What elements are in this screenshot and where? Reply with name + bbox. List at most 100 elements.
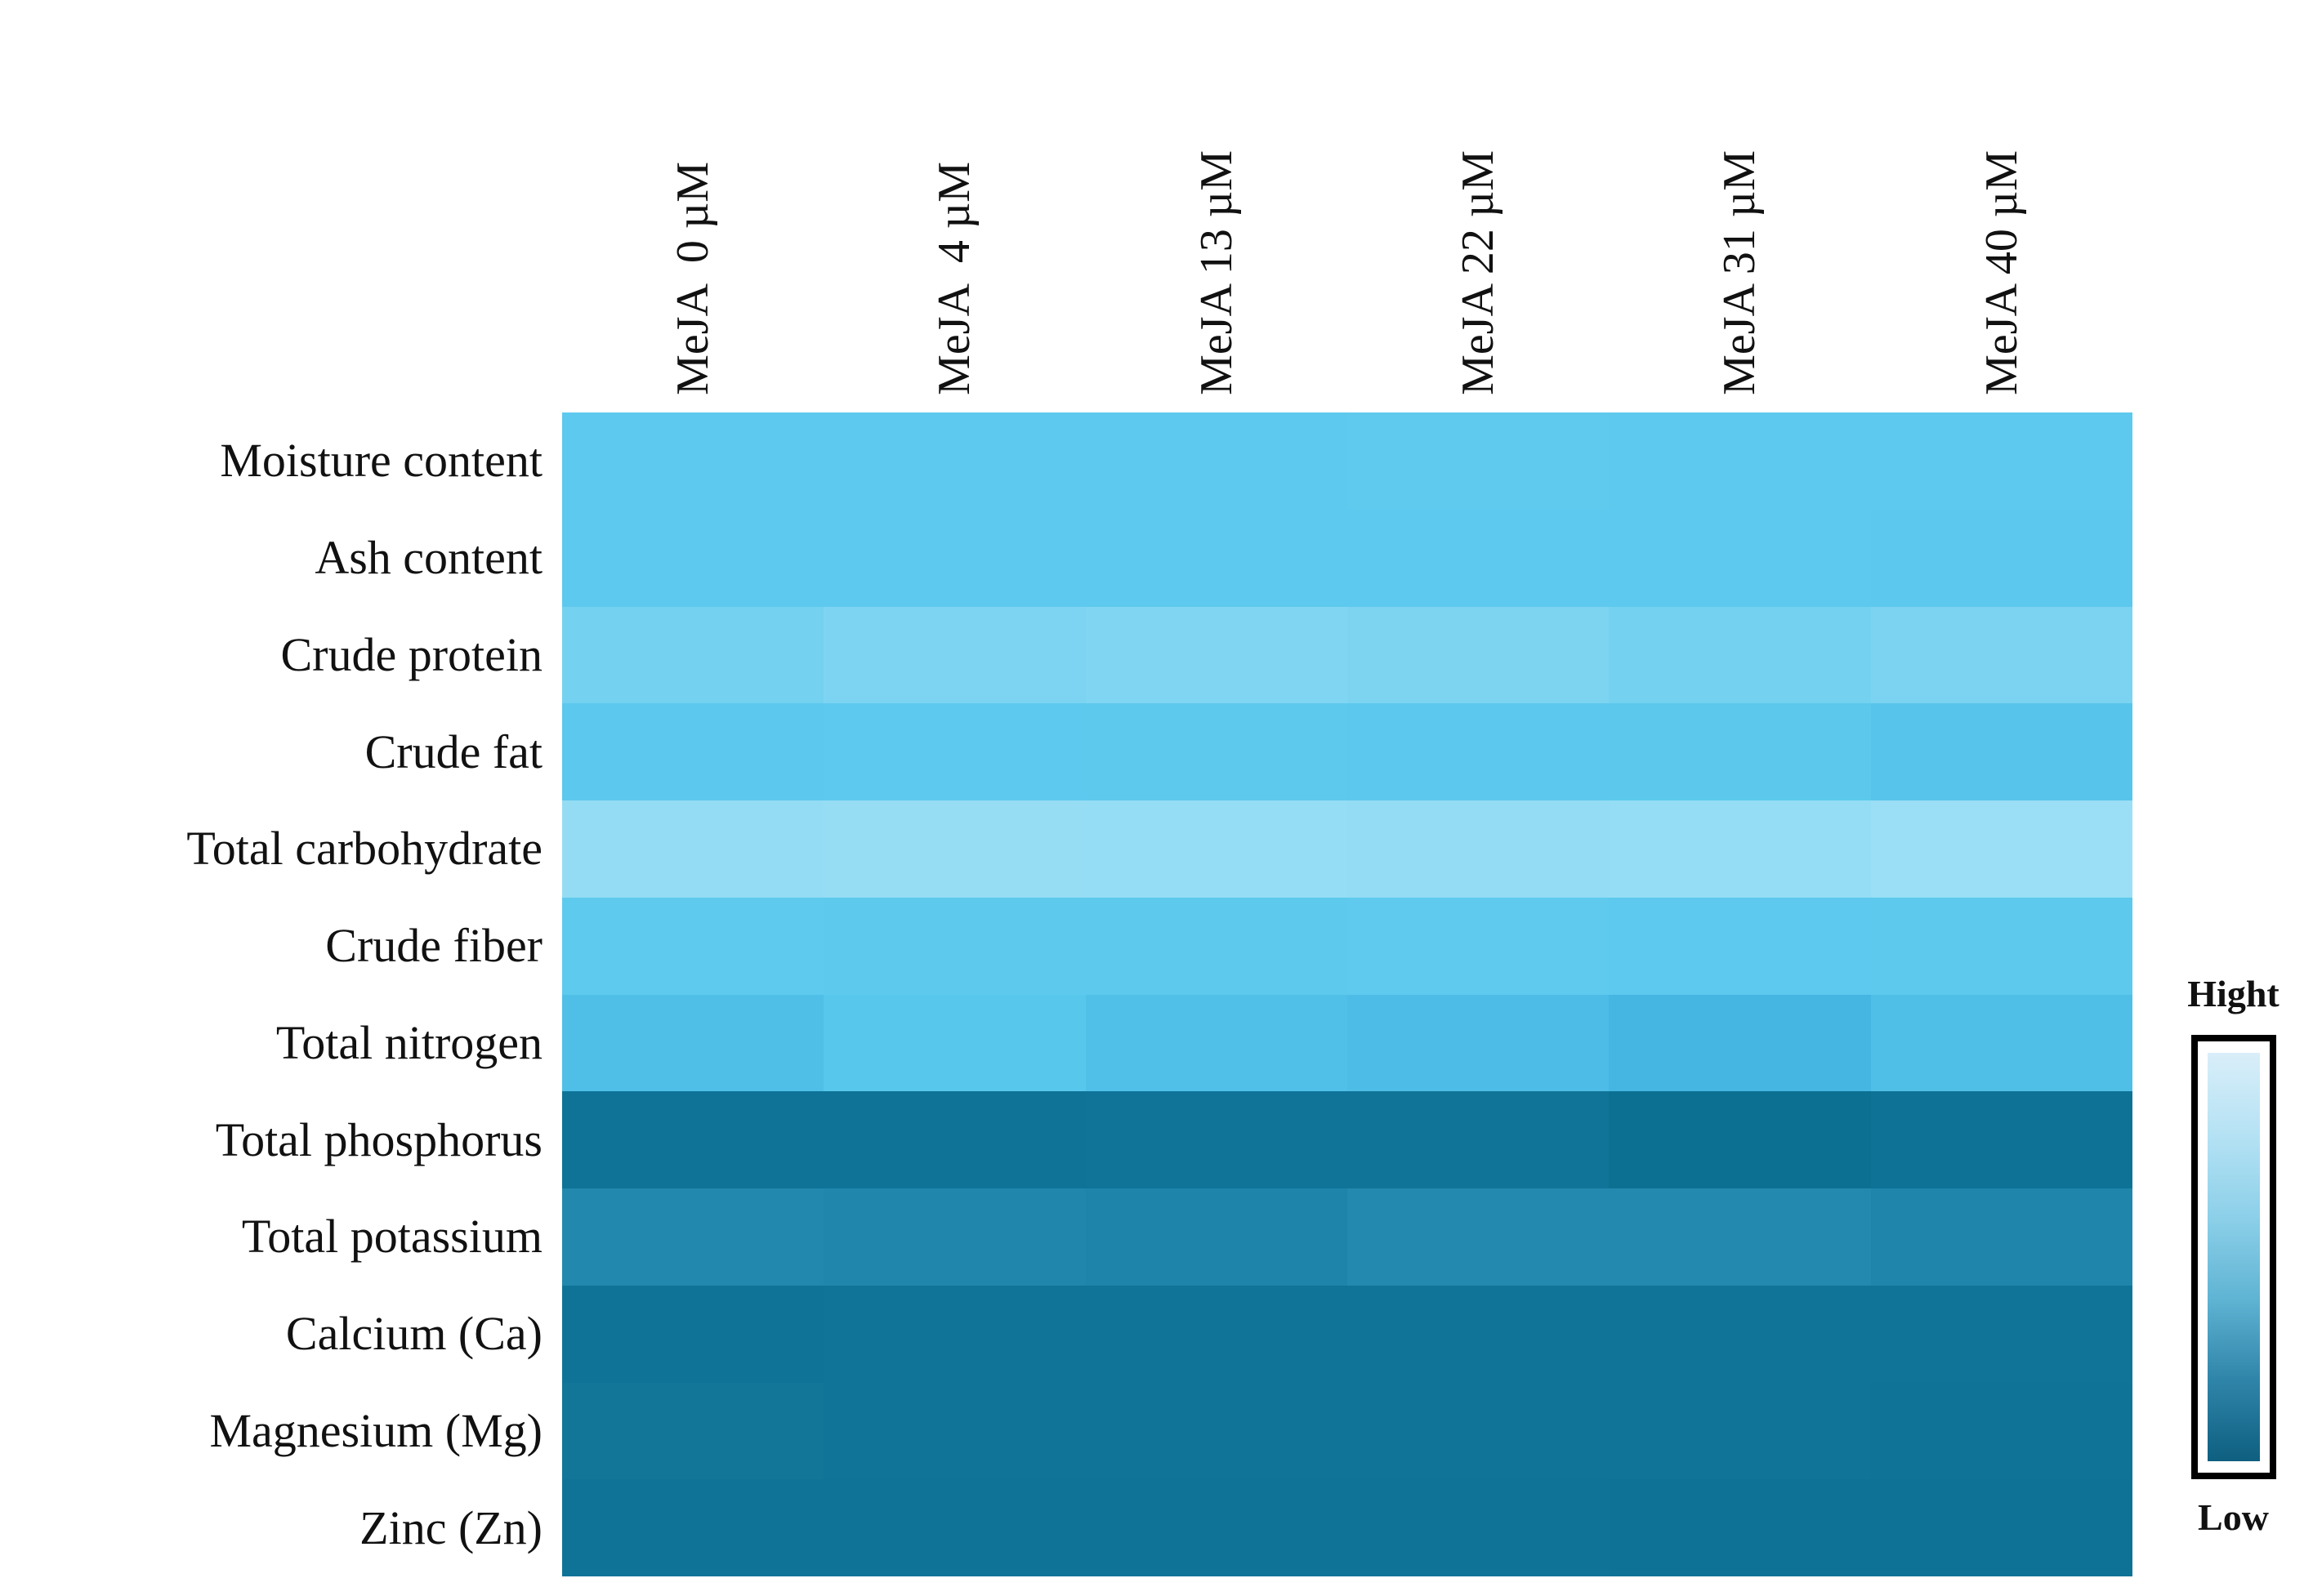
row-label: Magnesium (Mg) xyxy=(209,1403,543,1457)
heatmap-cell xyxy=(1870,1091,2132,1188)
column-label: MeJA 31 µM xyxy=(1714,150,1766,395)
heatmap-cell xyxy=(1085,606,1347,704)
column-label-cell: MeJA 4 µM xyxy=(824,0,1085,407)
heatmap-cell xyxy=(1870,412,2132,510)
heatmap-cell xyxy=(1085,1188,1347,1286)
row-label: Total potassium xyxy=(241,1210,543,1264)
column-label-cell: MeJA 0 µM xyxy=(562,0,824,407)
heatmap-cell xyxy=(1085,800,1347,898)
heatmap-cell xyxy=(1870,1382,2132,1480)
heatmap-cell xyxy=(1085,509,1347,607)
column-label: MeJA 4 µM xyxy=(929,162,980,395)
row-label: Crude fiber xyxy=(325,919,543,973)
heatmap-cell xyxy=(1609,412,1871,510)
column-label-cell: MeJA 22 µM xyxy=(1347,0,1609,407)
row-label: Ash content xyxy=(315,531,543,585)
heatmap-cell xyxy=(1609,509,1871,607)
heatmap-cell xyxy=(562,412,824,510)
heatmap-cell xyxy=(1609,703,1871,800)
heatmap-cell xyxy=(1870,509,2132,607)
heatmap-cell xyxy=(824,1479,1086,1576)
heatmap-cell xyxy=(1347,509,1610,607)
heatmap-cell xyxy=(824,1188,1086,1286)
heatmap-cell xyxy=(1347,412,1610,510)
heatmap-cell xyxy=(1609,606,1871,704)
heatmap-cell xyxy=(562,994,824,1092)
heatmap-cell xyxy=(1609,1382,1871,1480)
column-label-cell: MeJA 13 µM xyxy=(1086,0,1347,407)
heatmap-cell xyxy=(1609,800,1871,898)
heatmap-cell xyxy=(1870,1479,2132,1576)
heatmap-cell xyxy=(1085,1285,1347,1383)
heatmap-cell xyxy=(1870,897,2132,995)
column-label-cell: MeJA 40 µM xyxy=(1871,0,2132,407)
heatmap-cell xyxy=(1085,1479,1347,1576)
heatmap-cell xyxy=(562,1285,824,1383)
column-label: MeJA 22 µM xyxy=(1453,150,1504,395)
row-label: Total carbohydrate xyxy=(186,822,543,876)
heatmap-cell xyxy=(562,1479,824,1576)
heatmap-cell xyxy=(562,1188,824,1286)
heatmap-cell xyxy=(562,703,824,800)
heatmap-cell xyxy=(562,606,824,704)
heatmap-cell xyxy=(824,412,1086,510)
heatmap-cell xyxy=(824,703,1086,800)
heatmap-cell xyxy=(562,897,824,995)
row-label: Crude protein xyxy=(280,627,543,681)
heatmap-cell xyxy=(1870,606,2132,704)
heatmap-cell xyxy=(562,509,824,607)
column-label: MeJA 0 µM xyxy=(668,162,719,395)
heatmap-cell xyxy=(1347,1188,1610,1286)
column-label: MeJA 13 µM xyxy=(1190,150,1242,395)
colorbar-frame xyxy=(2190,1034,2276,1479)
heatmap-cell xyxy=(1347,606,1610,704)
row-label: Calcium (Ca) xyxy=(285,1307,543,1361)
heatmap-grid xyxy=(562,412,2132,1576)
colorbar-gradient xyxy=(2207,1052,2260,1461)
row-labels: Moisture content Ash content Crude protein… xyxy=(0,412,552,1576)
heatmap-cell xyxy=(1609,897,1871,995)
heatmap-cell xyxy=(824,994,1086,1092)
heatmap-cell xyxy=(1085,1091,1347,1188)
heatmap-cell xyxy=(1347,897,1610,995)
legend-high-label: Hight xyxy=(2187,973,2280,1014)
heatmap-cell xyxy=(1347,703,1610,800)
heatmap-cell xyxy=(824,509,1086,607)
heatmap-cell xyxy=(1609,1091,1871,1188)
row-label: Total phosphorus xyxy=(215,1112,543,1166)
heatmap-cell xyxy=(824,1382,1086,1480)
heatmap-cell xyxy=(1609,994,1871,1092)
row-label: Moisture content xyxy=(220,434,543,488)
heatmap-cell xyxy=(824,800,1086,898)
heatmap-cell xyxy=(1085,994,1347,1092)
row-label: Zinc (Zn) xyxy=(359,1500,543,1554)
heatmap-cell xyxy=(1085,897,1347,995)
heatmap-cell xyxy=(824,606,1086,704)
column-label: MeJA 40 µM xyxy=(1976,150,2027,395)
heatmap-cell xyxy=(562,1091,824,1188)
heatmap-cell xyxy=(1347,994,1610,1092)
row-label: Total nitrogen xyxy=(275,1015,543,1069)
heatmap-cell xyxy=(562,800,824,898)
heatmap-cell xyxy=(1870,994,2132,1092)
heatmap-cell xyxy=(1870,703,2132,800)
heatmap-cell xyxy=(1609,1188,1871,1286)
heatmap-cell xyxy=(1347,1479,1610,1576)
heatmap-cell xyxy=(824,897,1086,995)
heatmap-cell xyxy=(1347,1091,1610,1188)
heatmap-cell xyxy=(1347,1382,1610,1480)
heatmap-cell xyxy=(1347,1285,1610,1383)
heatmap-cell xyxy=(1347,800,1610,898)
heatmap-cell xyxy=(562,1382,824,1480)
heatmap-cell xyxy=(1609,1285,1871,1383)
column-label-cell: MeJA 31 µM xyxy=(1609,0,1870,407)
heatmap-cell xyxy=(1870,1285,2132,1383)
legend-low-label: Low xyxy=(2198,1496,2269,1538)
heatmap-cell xyxy=(1870,800,2132,898)
color-legend: Hight Low xyxy=(2154,973,2313,1594)
heatmap-cell xyxy=(1609,1479,1871,1576)
heatmap-cell xyxy=(1870,1188,2132,1286)
heatmap-cell xyxy=(824,1091,1086,1188)
heatmap-cell xyxy=(1085,1382,1347,1480)
